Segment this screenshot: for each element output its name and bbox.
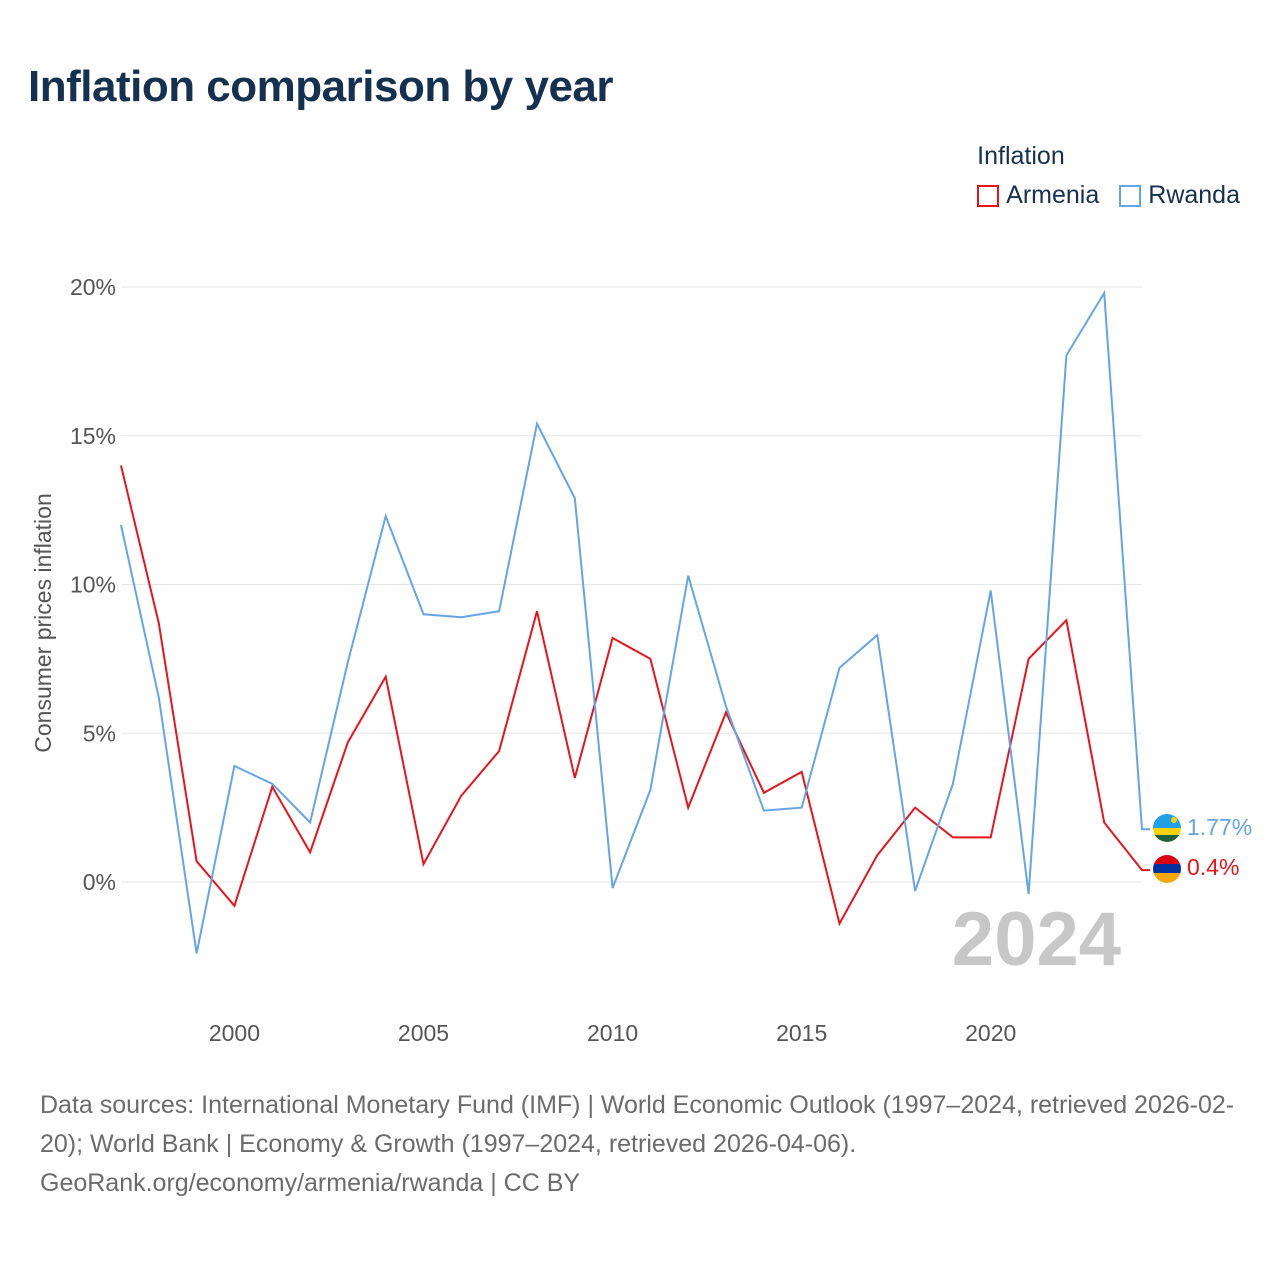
data-point-armenia — [1101, 820, 1107, 826]
footer: Data sources: International Monetary Fun… — [40, 1086, 1250, 1203]
data-point-rwanda — [194, 950, 200, 956]
footer-credit: GeoRank.org/economy/armenia/rwanda | CC … — [40, 1169, 581, 1197]
data-point-rwanda — [307, 820, 313, 826]
y-axis-label: Consumer prices inflation — [30, 493, 56, 753]
data-point-armenia — [534, 608, 540, 614]
data-point-armenia — [156, 620, 162, 626]
x-tick-label: 2000 — [209, 1020, 260, 1046]
y-tick-label: 5% — [83, 720, 116, 746]
data-point-armenia — [950, 834, 956, 840]
armenia-flag-icon — [1153, 855, 1181, 883]
data-point-rwanda — [874, 632, 880, 638]
series-line-armenia — [120, 465, 1150, 927]
data-point-armenia — [496, 748, 502, 754]
data-point-rwanda — [1063, 352, 1069, 358]
data-point-armenia — [647, 656, 653, 662]
legend-item-rwanda[interactable]: Rwanda — [1119, 181, 1240, 210]
data-point-rwanda — [383, 513, 389, 519]
data-point-armenia — [610, 635, 616, 641]
y-tick-label: 15% — [70, 423, 116, 449]
data-point-rwanda — [647, 787, 653, 793]
data-point-armenia — [685, 805, 691, 811]
data-point-armenia — [912, 805, 918, 811]
gridlines — [121, 286, 1142, 883]
legend-title: Inflation — [977, 142, 1065, 170]
data-point-rwanda — [610, 885, 616, 891]
data-point-rwanda — [799, 805, 805, 811]
x-tick-label: 2015 — [776, 1020, 827, 1046]
data-point-armenia — [988, 834, 994, 840]
data-point-rwanda — [723, 703, 729, 709]
y-tick-label: 10% — [70, 572, 116, 598]
rwanda-flag-icon — [1153, 814, 1181, 842]
data-point-rwanda — [1101, 290, 1107, 296]
data-point-armenia — [799, 769, 805, 775]
data-point-rwanda — [269, 781, 275, 787]
data-point-armenia — [836, 921, 842, 927]
data-point-rwanda — [534, 421, 540, 427]
data-point-armenia — [307, 849, 313, 855]
x-tick-label: 2010 — [587, 1020, 638, 1046]
data-point-armenia — [572, 775, 578, 781]
data-point-rwanda — [421, 611, 427, 617]
line-chart: 0% 5% 10% 15% 20% 2000 2005 2010 2015 2020 Consu… — [30, 274, 1252, 1046]
legend-label-armenia: Armenia — [1006, 181, 1100, 209]
data-point-armenia — [458, 793, 464, 799]
data-point-rwanda — [345, 659, 351, 665]
series-line-rwanda — [120, 289, 1150, 954]
data-point-rwanda — [572, 495, 578, 501]
data-point-armenia — [421, 861, 427, 867]
data-point-rwanda — [1139, 826, 1145, 832]
series-lines — [118, 289, 1150, 956]
series-end-labels: 0.4% 1.77% — [1187, 814, 1252, 880]
data-point-armenia — [761, 790, 767, 796]
data-point-armenia — [1063, 617, 1069, 623]
data-point-rwanda — [118, 522, 124, 528]
data-point-rwanda — [912, 888, 918, 894]
data-point-armenia — [231, 903, 237, 909]
x-axis-ticks: 2000 2005 2010 2015 2020 — [209, 1020, 1016, 1046]
data-point-armenia — [345, 739, 351, 745]
data-point-armenia — [194, 858, 200, 864]
data-point-armenia — [1139, 867, 1145, 873]
legend-swatch-armenia — [977, 184, 1000, 207]
end-label-armenia: 0.4% — [1187, 854, 1239, 880]
x-tick-label: 2020 — [965, 1020, 1016, 1046]
data-point-armenia — [874, 852, 880, 858]
data-point-rwanda — [496, 608, 502, 614]
x-tick-label: 2005 — [398, 1020, 449, 1046]
data-point-rwanda — [1026, 891, 1032, 897]
data-point-rwanda — [458, 614, 464, 620]
legend-item-armenia[interactable]: Armenia — [977, 181, 1099, 210]
y-tick-label: 0% — [83, 869, 116, 895]
chart-title: Inflation comparison by year — [28, 62, 614, 111]
data-point-armenia — [383, 674, 389, 680]
end-label-rwanda: 1.77% — [1187, 814, 1252, 840]
data-point-rwanda — [988, 587, 994, 593]
legend: Inflation Armenia Rwanda — [977, 142, 1240, 210]
year-watermark: 2024 — [952, 897, 1121, 982]
data-point-rwanda — [761, 808, 767, 814]
footer-sources: Data sources: International Monetary Fun… — [40, 1091, 1235, 1158]
data-point-armenia — [118, 463, 124, 469]
legend-swatch-rwanda — [1119, 184, 1142, 207]
data-point-rwanda — [950, 781, 956, 787]
legend-label-rwanda: Rwanda — [1148, 181, 1240, 209]
y-axis-ticks: 0% 5% 10% 15% 20% — [70, 274, 116, 895]
data-point-rwanda — [156, 695, 162, 701]
data-point-armenia — [1026, 656, 1032, 662]
data-point-rwanda — [231, 763, 237, 769]
data-point-rwanda — [685, 573, 691, 579]
data-point-rwanda — [836, 665, 842, 671]
y-tick-label: 20% — [70, 274, 116, 300]
